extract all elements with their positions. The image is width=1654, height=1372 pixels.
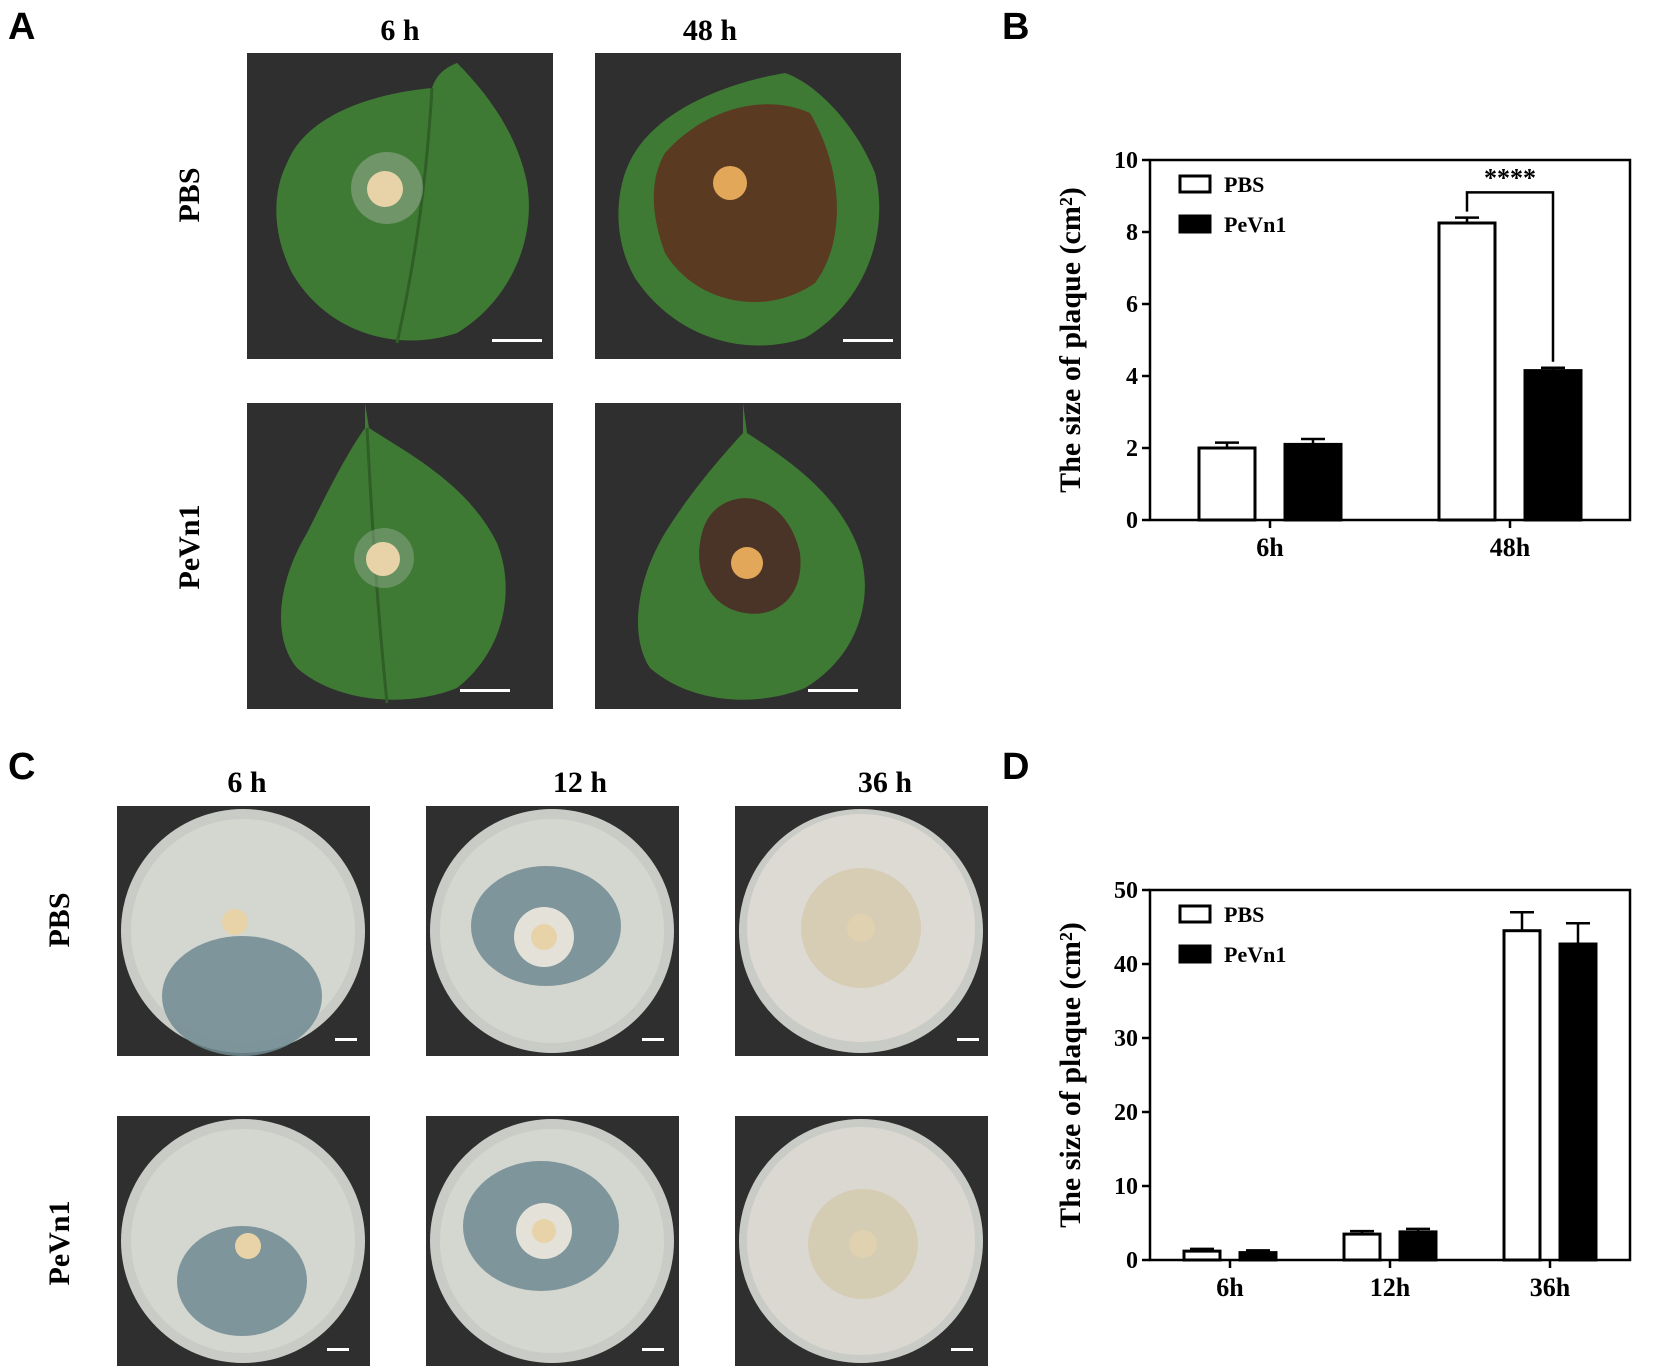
y-tick-label: 8 — [1126, 220, 1138, 246]
leaf-photo-pevn1-48h — [595, 403, 901, 709]
panel-b-letter: B — [1002, 6, 1030, 48]
significance-label: **** — [1484, 163, 1536, 192]
x-tick-label: 48h — [1490, 533, 1531, 562]
dish-photo-pevn1-36h — [735, 1116, 988, 1366]
panel-c-col-label-6h: 6 h — [227, 766, 267, 799]
legend-swatch-pbs — [1178, 174, 1212, 194]
significance-bracket — [1465, 191, 1555, 362]
y-tick-label: 10 — [1114, 1174, 1138, 1200]
x-tick-label: 6h — [1256, 533, 1284, 562]
y-axis-label: The size of plaque (cm²) — [1054, 187, 1087, 493]
y-tick-label: 50 — [1114, 878, 1138, 904]
chart-b: 0 2 4 6 8 10 The size of plaque (cm²) 6h 48h PBS P… — [1040, 140, 1640, 600]
x-tick-label: 6h — [1216, 1273, 1244, 1302]
panel-a-letter: A — [8, 6, 36, 48]
bar-pbs-12h — [1342, 1232, 1382, 1262]
legend-swatch-pevn1 — [1178, 214, 1212, 234]
bar-pevn1-12h — [1398, 1230, 1438, 1262]
bar-pevn1-36h — [1558, 942, 1598, 1262]
panel-a-col-label-6h: 6 h — [380, 14, 420, 47]
legend-label-pevn1: PeVn1 — [1224, 212, 1286, 237]
panel-c-row-label-pbs: PBS — [43, 892, 76, 948]
chart-d: 0 10 20 30 40 50 The size of plaque (cm²) 6h 12h… — [1040, 870, 1640, 1340]
y-tick-label: 30 — [1114, 1026, 1138, 1052]
panel-c-row-label-pevn1: PeVn1 — [43, 1200, 76, 1286]
bar-pbs-6h — [1182, 1249, 1222, 1262]
legend-swatch-pbs — [1178, 904, 1212, 924]
y-tick-label: 6 — [1126, 292, 1138, 318]
bar-pbs-36h — [1502, 929, 1542, 1262]
panel-c-col-label-36h: 36 h — [857, 766, 913, 799]
bar-pevn1-6h — [1283, 442, 1343, 522]
panel-a-row-label-pevn1: PeVn1 — [173, 504, 206, 590]
y-tick-label: 0 — [1126, 1248, 1138, 1274]
dish-photo-pbs-12h — [426, 806, 679, 1056]
dish-photo-pevn1-6h — [117, 1116, 370, 1366]
y-tick-label: 0 — [1126, 508, 1138, 534]
dish-photo-pbs-36h — [735, 806, 988, 1056]
legend-label-pbs: PBS — [1224, 902, 1264, 927]
dish-photo-pbs-6h — [117, 806, 370, 1056]
panel-a-col-label-48h: 48 h — [682, 14, 738, 47]
panel-c-col-label-12h: 12 h — [552, 766, 608, 799]
y-tick-label: 2 — [1126, 436, 1138, 462]
bar-pbs-48h — [1437, 221, 1497, 522]
bar-pevn1-48h — [1523, 369, 1583, 522]
legend-label-pevn1: PeVn1 — [1224, 942, 1286, 967]
y-axis-label: The size of plaque (cm²) — [1054, 922, 1087, 1228]
chart-svg: 0 2 4 6 8 10 The size of plaque (cm²) 6h 48h PBS P… — [1054, 148, 1632, 562]
x-tick-label: 12h — [1370, 1273, 1411, 1302]
panel-c-letter: C — [8, 746, 36, 788]
chart-svg: 0 10 20 30 40 50 The size of plaque (cm²) 6h 12h… — [1054, 878, 1632, 1302]
x-tick-label: 36h — [1530, 1273, 1571, 1302]
legend-label-pbs: PBS — [1224, 172, 1264, 197]
leaf-photo-pbs-6h — [247, 53, 553, 359]
plot-frame — [1148, 158, 1632, 522]
y-tick-label: 4 — [1126, 364, 1138, 390]
leaf-photo-pbs-48h — [595, 53, 901, 359]
bar-pbs-6h — [1197, 446, 1257, 522]
panel-d-letter: D — [1002, 746, 1030, 788]
bar-pevn1-6h — [1238, 1251, 1278, 1262]
plot-frame — [1148, 888, 1632, 1262]
y-tick-label: 10 — [1114, 148, 1138, 174]
legend-swatch-pevn1 — [1178, 944, 1212, 964]
panel-a-row-label-pbs: PBS — [173, 167, 206, 223]
dish-photo-pevn1-12h — [426, 1116, 679, 1366]
y-tick-label: 40 — [1114, 952, 1138, 978]
y-tick-label: 20 — [1114, 1100, 1138, 1126]
leaf-photo-pevn1-6h — [247, 403, 553, 709]
